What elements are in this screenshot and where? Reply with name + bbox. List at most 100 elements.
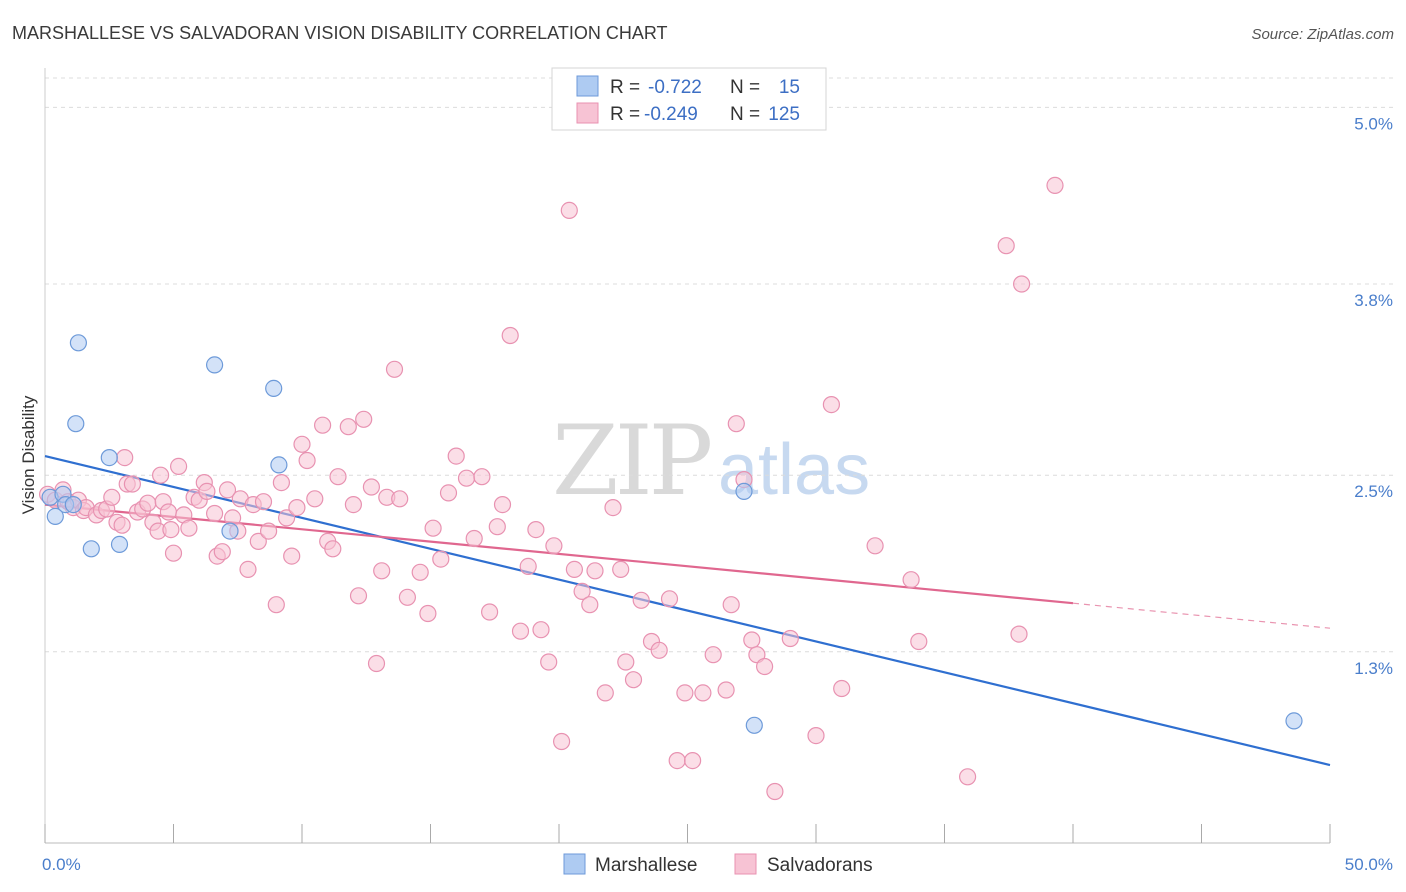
legend-r-value-marshallese: -0.722: [648, 77, 702, 98]
legend-n-value-salvadorans: 125: [768, 104, 800, 125]
legend-n-label-marshallese: N =: [730, 77, 760, 98]
point-salvadoran: [722, 596, 740, 614]
point-salvadoran: [113, 516, 131, 534]
point-marshallese: [745, 716, 763, 734]
chart-title: MARSHALLESE VS SALVADORAN VISION DISABIL…: [12, 23, 668, 43]
point-salvadoran: [272, 474, 290, 492]
point-salvadoran: [339, 418, 357, 436]
point-salvadoran: [239, 560, 257, 579]
point-salvadoran: [457, 469, 476, 487]
point-salvadoran: [565, 560, 584, 579]
point-salvadoran: [411, 563, 429, 581]
legend-swatch-marshallese: [576, 75, 599, 97]
point-salvadoran: [432, 550, 450, 568]
point-salvadoran: [493, 496, 512, 514]
point-salvadoran: [650, 641, 668, 659]
point-salvadoran: [612, 560, 630, 579]
point-salvadoran: [344, 496, 362, 514]
point-salvadoran: [373, 562, 391, 580]
axes: [44, 68, 1331, 844]
legend: R = -0.722 N = 15 R = -0.249 N = 125: [551, 67, 827, 131]
point-salvadoran: [668, 751, 686, 770]
point-marshallese: [206, 356, 224, 374]
point-salvadoran: [743, 631, 761, 649]
point-salvadoran: [1012, 275, 1031, 293]
point-salvadoran: [501, 326, 519, 345]
bottom-legend-label-marshallese: Marshallese: [595, 855, 697, 876]
point-salvadoran: [103, 488, 121, 506]
point-salvadoran: [833, 679, 851, 698]
point-salvadoran: [355, 410, 373, 428]
point-salvadoran: [624, 671, 643, 689]
point-marshallese: [67, 415, 85, 433]
point-salvadoran: [866, 537, 884, 555]
point-salvadoran: [329, 468, 347, 486]
point-salvadoran: [755, 657, 774, 676]
point-salvadoran: [391, 490, 409, 508]
point-salvadoran: [139, 494, 157, 512]
point-salvadoran: [527, 520, 545, 539]
point-salvadoran: [560, 201, 578, 219]
legend-r-label-salvadorans: R =: [610, 104, 640, 125]
point-salvadoran: [694, 684, 712, 702]
point-salvadoran: [604, 499, 622, 517]
point-salvadoran: [419, 604, 437, 623]
tick-labels: 1.3% 2.5% 3.8% 5.0% 0.0% 50.0%: [42, 114, 1393, 874]
point-salvadoran: [447, 447, 465, 465]
point-marshallese: [82, 540, 100, 558]
point-salvadoran: [206, 504, 224, 523]
point-salvadoran: [683, 751, 702, 770]
point-marshallese: [69, 334, 88, 352]
point-salvadoran: [545, 537, 563, 555]
point-salvadoran: [362, 478, 380, 496]
watermark-zip: ZIP: [552, 405, 711, 517]
point-salvadoran: [116, 449, 134, 467]
watermark: ZIP atlas: [552, 405, 870, 517]
point-salvadoran: [822, 396, 841, 414]
point-salvadoran: [152, 466, 170, 484]
point-salvadoran: [1010, 625, 1028, 643]
point-salvadoran: [213, 543, 231, 561]
point-marshallese: [1285, 712, 1303, 730]
point-salvadoran: [586, 562, 604, 580]
legend-n-label-salvadorans: N =: [730, 104, 760, 125]
point-salvadoran: [324, 540, 342, 558]
point-salvadoran: [727, 415, 745, 433]
trend-line-salvadoran: [44, 503, 1074, 605]
point-salvadoran: [910, 632, 928, 651]
y-tick-label: 2.5%: [1354, 482, 1393, 501]
point-salvadoran: [573, 582, 591, 601]
legend-r-label-marshallese: R =: [610, 77, 640, 98]
point-salvadoran: [660, 590, 679, 608]
point-salvadoran: [473, 468, 491, 486]
point-salvadoran: [596, 684, 614, 702]
point-salvadoran: [902, 571, 920, 589]
point-salvadoran: [164, 544, 183, 562]
point-salvadoran: [424, 519, 442, 537]
point-salvadoran: [717, 681, 735, 699]
point-salvadoran: [481, 603, 499, 621]
point-salvadoran: [552, 732, 571, 751]
point-salvadoran: [254, 493, 273, 511]
point-salvadoran: [180, 519, 198, 537]
point-salvadoran: [170, 457, 188, 475]
trend-extension-salvadoran: [1072, 602, 1331, 629]
point-salvadoran: [465, 529, 483, 548]
y-tick-label: 5.0%: [1354, 114, 1393, 133]
point-salvadoran: [198, 482, 216, 500]
point-salvadoran: [398, 588, 416, 606]
point-salvadoran: [781, 629, 799, 648]
point-salvadoran: [676, 684, 694, 702]
point-salvadoran: [1046, 176, 1064, 194]
point-salvadoran: [159, 503, 177, 521]
point-salvadoran: [704, 646, 722, 664]
point-salvadoran: [349, 587, 368, 605]
point-salvadoran: [288, 499, 306, 517]
point-salvadoran: [511, 622, 530, 640]
bottom-legend: Marshallese Salvadorans: [563, 853, 873, 876]
point-salvadoran: [314, 416, 332, 434]
point-salvadoran: [293, 435, 311, 453]
point-salvadoran: [766, 782, 784, 801]
point-salvadoran: [385, 360, 404, 378]
y-tick-label: 3.8%: [1354, 291, 1393, 310]
